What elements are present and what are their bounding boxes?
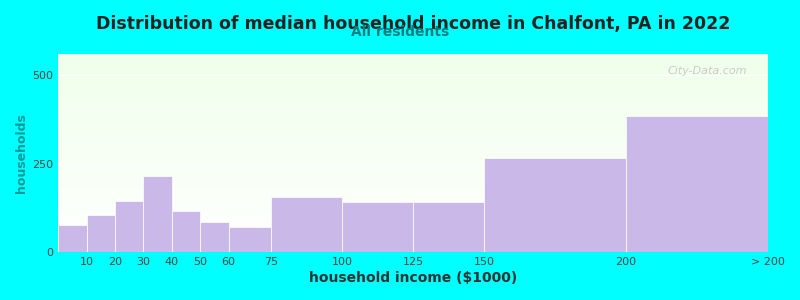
Title: Distribution of median household income in Chalfont, PA in 2022: Distribution of median household income … — [96, 15, 730, 33]
Text: All residents: All residents — [351, 25, 449, 38]
Bar — [200, 222, 229, 252]
Bar — [342, 202, 413, 252]
Bar — [58, 226, 86, 252]
Bar — [115, 201, 143, 252]
Bar — [626, 116, 768, 252]
Bar — [229, 227, 271, 252]
Bar — [86, 215, 115, 252]
Bar — [484, 158, 626, 252]
Bar — [143, 176, 172, 252]
Bar — [413, 202, 484, 252]
Bar — [271, 197, 342, 252]
Bar — [172, 211, 200, 252]
X-axis label: household income ($1000): household income ($1000) — [309, 271, 518, 285]
Y-axis label: households: households — [15, 113, 28, 193]
Text: City-Data.com: City-Data.com — [667, 66, 746, 76]
